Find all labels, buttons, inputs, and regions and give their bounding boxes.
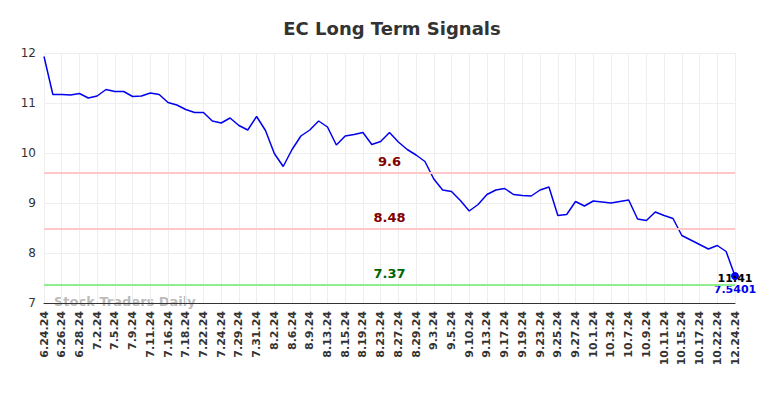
svg-text:9.3.24: 9.3.24 [427,311,440,350]
svg-text:EC Long Term Signals: EC Long Term Signals [283,18,500,39]
svg-text:9.19.24: 9.19.24 [516,311,529,358]
svg-text:8.9.24: 8.9.24 [303,311,316,350]
svg-text:9.25.24: 9.25.24 [551,311,564,358]
svg-text:10.11.24: 10.11.24 [658,311,671,366]
svg-text:6.28.24: 6.28.24 [73,311,86,358]
svg-text:9.6: 9.6 [378,154,401,169]
svg-text:10.9.24: 10.9.24 [640,311,653,358]
svg-text:12.24.24: 12.24.24 [729,311,742,366]
svg-text:8: 8 [28,246,36,260]
svg-text:9.17.24: 9.17.24 [498,311,511,358]
svg-text:8.13.24: 8.13.24 [321,311,334,358]
svg-text:7: 7 [28,296,36,310]
svg-text:9.5.24: 9.5.24 [445,311,458,350]
svg-text:10.3.24: 10.3.24 [604,311,617,358]
svg-text:8.15.24: 8.15.24 [339,311,352,358]
svg-text:7.31.24: 7.31.24 [250,311,263,358]
svg-text:8.23.24: 8.23.24 [374,311,387,358]
svg-text:6.26.24: 6.26.24 [55,311,68,358]
svg-text:7.22.24: 7.22.24 [197,311,210,358]
svg-text:10.17.24: 10.17.24 [693,311,706,366]
svg-text:11: 11 [21,96,36,110]
svg-text:7.29.24: 7.29.24 [232,311,245,358]
svg-text:Stock Traders Daily: Stock Traders Daily [54,294,196,309]
svg-text:7.11.24: 7.11.24 [144,311,157,358]
svg-text:7.2.24: 7.2.24 [91,311,104,350]
svg-text:7.5401: 7.5401 [713,283,757,296]
svg-text:7.5.24: 7.5.24 [108,311,121,350]
svg-text:9.27.24: 9.27.24 [569,311,582,358]
svg-text:10.15.24: 10.15.24 [675,311,688,366]
svg-text:8.6.24: 8.6.24 [286,311,299,350]
svg-text:7.24.24: 7.24.24 [215,311,228,358]
svg-text:7.16.24: 7.16.24 [162,311,175,358]
svg-text:10.22.24: 10.22.24 [711,311,724,366]
svg-text:9.13.24: 9.13.24 [480,311,493,358]
svg-text:11:41: 11:41 [717,272,753,285]
svg-text:10.1.24: 10.1.24 [587,311,600,358]
svg-text:8.2.24: 8.2.24 [268,311,281,350]
svg-text:7.9.24: 7.9.24 [126,311,139,350]
svg-text:8.27.24: 8.27.24 [392,311,405,358]
svg-text:7.18.24: 7.18.24 [179,311,192,358]
svg-text:10.7.24: 10.7.24 [622,311,635,358]
svg-text:10: 10 [21,146,36,160]
svg-text:8.48: 8.48 [373,210,405,225]
svg-text:9.23.24: 9.23.24 [534,311,547,358]
svg-text:7.37: 7.37 [373,266,405,281]
svg-text:9: 9 [28,196,36,210]
svg-text:6.24.24: 6.24.24 [38,311,51,358]
svg-text:12: 12 [21,46,36,60]
svg-text:9.10.24: 9.10.24 [463,311,476,358]
svg-text:8.29.24: 8.29.24 [410,311,423,358]
svg-text:8.19.24: 8.19.24 [356,311,369,358]
